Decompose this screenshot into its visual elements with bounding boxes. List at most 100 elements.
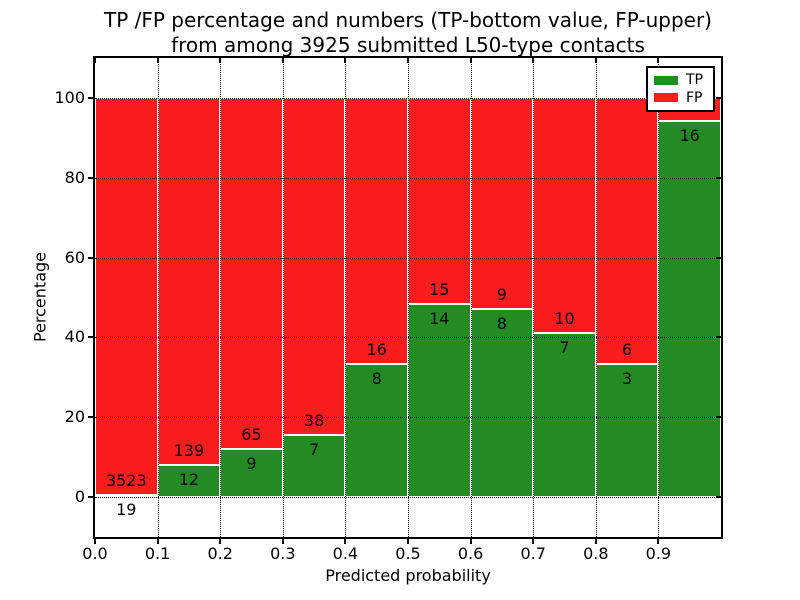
- bar-value-label-fp: 3523: [105, 470, 147, 490]
- bar-value-label-fp: 10: [554, 308, 575, 328]
- x-tick-mark: [344, 539, 347, 544]
- gridline-vertical: [220, 58, 222, 537]
- bar-value-label-tp: 14: [429, 309, 450, 329]
- bar-segment-tp: [282, 434, 346, 498]
- x-tick-mark-top: [94, 58, 96, 63]
- y-tick-label: 100: [54, 87, 85, 107]
- y-tick-mark: [88, 336, 93, 339]
- x-tick-mark: [407, 539, 409, 544]
- bar-value-label-tp: 12: [178, 470, 200, 490]
- bar-segment-tp: [408, 304, 471, 498]
- bar-segment-fp: [533, 97, 596, 333]
- y-tick-mark: [88, 176, 93, 179]
- bar-value-label-tp: 16: [679, 126, 700, 146]
- x-tick-label: 0.1: [144, 544, 171, 563]
- bar-value-label-fp: 38: [303, 410, 325, 430]
- x-tick-mark-top: [407, 58, 409, 63]
- gridline-vertical: [470, 58, 472, 537]
- y-tick-mark: [88, 496, 93, 499]
- bar-segment-tp: [533, 332, 596, 498]
- bar-value-label-tp: 8: [371, 369, 382, 389]
- bar-segment-fp: [157, 97, 221, 466]
- bar-value-label-fp: 6: [622, 340, 633, 360]
- x-tick-label: 0.3: [270, 544, 296, 563]
- x-tick-label: 0.2: [207, 544, 233, 563]
- x-tick-mark: [281, 539, 284, 544]
- legend-entry-fp: FP: [654, 91, 707, 105]
- x-tick-mark: [594, 539, 597, 544]
- x-tick-label: 0.9: [645, 544, 672, 563]
- bar-value-label-fp: 139: [173, 441, 205, 461]
- y-tick-label: 40: [64, 327, 85, 347]
- bar-segment-fp: [345, 97, 408, 365]
- y-tick-mark-right: [716, 96, 721, 99]
- x-tick-mark: [532, 539, 535, 544]
- y-tick-mark-right: [716, 176, 721, 179]
- chart-title-line2: from among 3925 submitted L50-type conta…: [171, 33, 645, 57]
- bar-value-label-tp: 3: [622, 369, 633, 389]
- y-tick-mark-right: [716, 416, 721, 419]
- x-tick-label: 0.7: [520, 544, 546, 563]
- x-tick-mark-top: [532, 58, 535, 63]
- bar-value-label-tp: 19: [116, 499, 137, 519]
- y-tick-mark-right: [716, 336, 721, 339]
- x-tick-mark-top: [344, 58, 347, 63]
- bar-segment-tp: [345, 364, 408, 498]
- x-tick-label: 0.4: [332, 544, 359, 563]
- gridline-vertical: [408, 58, 409, 537]
- y-tick-mark-right: [716, 496, 721, 499]
- gridline-vertical: [658, 58, 660, 537]
- bar-segment-tp: [595, 364, 659, 498]
- plot-area: 3523191391265938716815149810763116: [95, 58, 721, 537]
- x-tick-mark: [657, 539, 660, 544]
- x-tick-mark: [156, 539, 159, 544]
- x-tick-label: 0.6: [457, 544, 484, 563]
- bar-segment-fp: [220, 97, 283, 449]
- y-tick-mark: [88, 256, 93, 259]
- x-tick-label: 0.0: [82, 544, 108, 563]
- bar-value-label-fp: 65: [241, 424, 262, 444]
- legend: TP FP: [646, 66, 715, 112]
- x-tick-mark-top: [219, 58, 222, 63]
- x-tick-mark: [469, 539, 472, 544]
- x-tick-mark: [94, 539, 96, 544]
- bar-segment-fp: [408, 97, 471, 305]
- legend-swatch-fp-icon: [654, 93, 678, 103]
- gridline-vertical: [157, 58, 159, 537]
- gridline-vertical: [595, 58, 597, 537]
- y-tick-mark: [88, 416, 93, 419]
- legend-swatch-tp-icon: [654, 75, 678, 85]
- bar-segment-fp: [282, 97, 346, 435]
- gridline-vertical: [282, 58, 284, 537]
- gridline-vertical: [345, 58, 347, 537]
- bar-value-label-fp: 9: [496, 285, 507, 305]
- bar-value-label-tp: 7: [559, 337, 570, 357]
- bar-value-label-fp: 16: [366, 340, 387, 360]
- y-tick-label: 80: [64, 167, 85, 187]
- gridline-vertical: [533, 58, 535, 537]
- y-tick-mark: [88, 96, 93, 99]
- x-axis-label: Predicted probability: [325, 566, 491, 585]
- bar-value-label-tp: 8: [496, 314, 507, 334]
- bar-segment-fp: [595, 97, 659, 365]
- x-tick-mark-top: [281, 58, 284, 63]
- legend-entry-tp: TP: [654, 73, 707, 87]
- y-tick-label: 20: [64, 407, 85, 427]
- bar-segment-tp: [95, 494, 158, 498]
- bar-value-label-fp: 15: [429, 280, 450, 300]
- bar-segment-fp: [95, 97, 158, 495]
- y-tick-label: 0: [74, 487, 85, 507]
- x-tick-mark-top: [469, 58, 472, 63]
- bar-value-label-tp: 9: [246, 453, 257, 473]
- legend-label-fp: FP: [686, 89, 703, 106]
- x-tick-label: 0.5: [395, 544, 421, 563]
- y-tick-label: 60: [64, 247, 85, 267]
- chart-title-line1: TP /FP percentage and numbers (TP-bottom…: [104, 8, 712, 32]
- bar-segment-fp: [470, 97, 534, 310]
- x-tick-mark-top: [594, 58, 597, 63]
- x-tick-mark-top: [156, 58, 159, 63]
- bar-segment-tp: [157, 465, 221, 498]
- x-tick-label: 0.8: [583, 544, 609, 563]
- bar-segment-tp: [658, 121, 721, 498]
- bar-value-label-tp: 7: [309, 439, 320, 459]
